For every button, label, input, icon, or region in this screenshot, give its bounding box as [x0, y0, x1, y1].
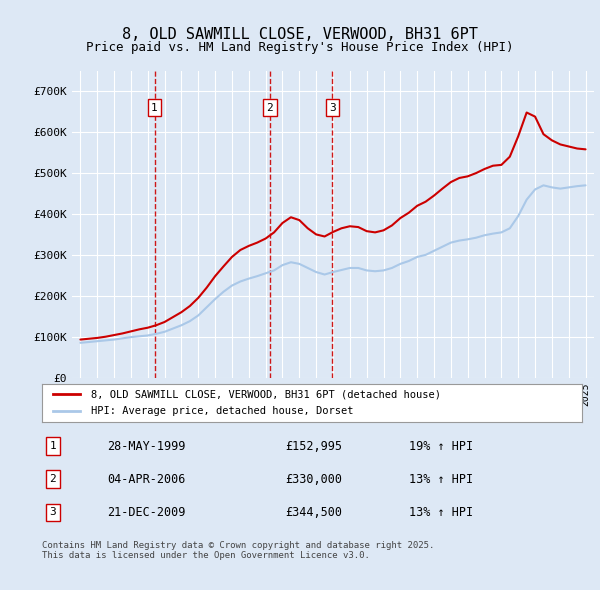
Text: 8, OLD SAWMILL CLOSE, VERWOOD, BH31 6PT: 8, OLD SAWMILL CLOSE, VERWOOD, BH31 6PT [122, 27, 478, 41]
Text: Contains HM Land Registry data © Crown copyright and database right 2025.
This d: Contains HM Land Registry data © Crown c… [42, 541, 434, 560]
Text: 13% ↑ HPI: 13% ↑ HPI [409, 473, 473, 486]
Text: 1: 1 [151, 103, 158, 113]
Text: 28-MAY-1999: 28-MAY-1999 [107, 440, 185, 453]
Text: HPI: Average price, detached house, Dorset: HPI: Average price, detached house, Dors… [91, 406, 353, 416]
Text: 2: 2 [49, 474, 56, 484]
Text: 04-APR-2006: 04-APR-2006 [107, 473, 185, 486]
Text: 1: 1 [49, 441, 56, 451]
Text: 2: 2 [266, 103, 273, 113]
Text: 3: 3 [49, 507, 56, 517]
Text: £152,995: £152,995 [285, 440, 342, 453]
Text: 3: 3 [329, 103, 336, 113]
Text: Price paid vs. HM Land Registry's House Price Index (HPI): Price paid vs. HM Land Registry's House … [86, 41, 514, 54]
Text: 8, OLD SAWMILL CLOSE, VERWOOD, BH31 6PT (detached house): 8, OLD SAWMILL CLOSE, VERWOOD, BH31 6PT … [91, 389, 440, 399]
Text: £344,500: £344,500 [285, 506, 342, 519]
Text: £330,000: £330,000 [285, 473, 342, 486]
Text: 19% ↑ HPI: 19% ↑ HPI [409, 440, 473, 453]
Text: 13% ↑ HPI: 13% ↑ HPI [409, 506, 473, 519]
Text: 21-DEC-2009: 21-DEC-2009 [107, 506, 185, 519]
